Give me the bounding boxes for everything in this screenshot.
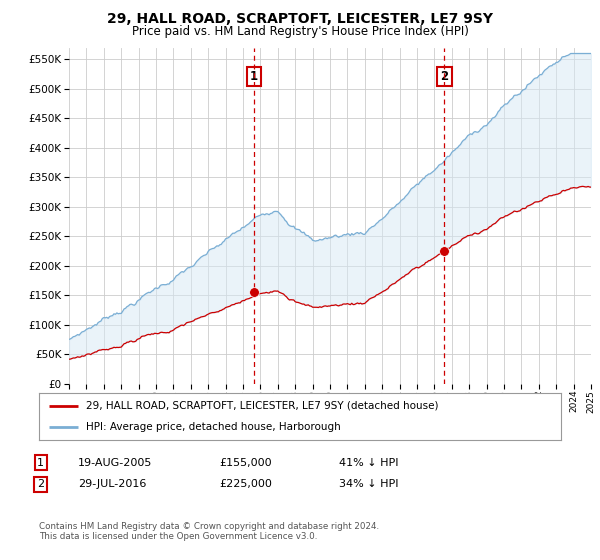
Text: £225,000: £225,000 [219, 479, 272, 489]
Text: 29, HALL ROAD, SCRAPTOFT, LEICESTER, LE7 9SY: 29, HALL ROAD, SCRAPTOFT, LEICESTER, LE7… [107, 12, 493, 26]
Text: 34% ↓ HPI: 34% ↓ HPI [339, 479, 398, 489]
Text: 29-JUL-2016: 29-JUL-2016 [78, 479, 146, 489]
Text: 2: 2 [440, 69, 449, 83]
Text: 29, HALL ROAD, SCRAPTOFT, LEICESTER, LE7 9SY (detached house): 29, HALL ROAD, SCRAPTOFT, LEICESTER, LE7… [86, 400, 439, 410]
Text: 19-AUG-2005: 19-AUG-2005 [78, 458, 152, 468]
Text: £155,000: £155,000 [219, 458, 272, 468]
Text: Price paid vs. HM Land Registry's House Price Index (HPI): Price paid vs. HM Land Registry's House … [131, 25, 469, 38]
Text: 1: 1 [37, 458, 44, 468]
Text: 2: 2 [37, 479, 44, 489]
Text: 1: 1 [250, 69, 258, 83]
Text: Contains HM Land Registry data © Crown copyright and database right 2024.
This d: Contains HM Land Registry data © Crown c… [39, 522, 379, 542]
Text: 41% ↓ HPI: 41% ↓ HPI [339, 458, 398, 468]
Text: HPI: Average price, detached house, Harborough: HPI: Average price, detached house, Harb… [86, 422, 341, 432]
